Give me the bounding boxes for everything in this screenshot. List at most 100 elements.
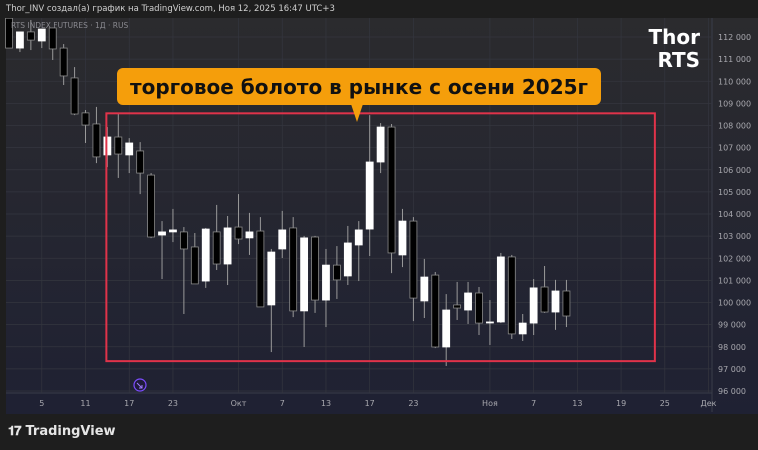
candle (354, 221, 363, 282)
price-axis[interactable]: 112 000 111 000 110 000 109 000 108 000 107 0… (718, 33, 751, 396)
candle-body (442, 309, 451, 348)
candle-body (562, 290, 571, 317)
price-tick-label: 98 000 (718, 343, 746, 352)
highlight-box[interactable] (105, 112, 656, 363)
candle-body (518, 322, 527, 335)
chart-header: Thor_INV создал(а) график на TradingView… (0, 0, 758, 18)
candle-body (464, 292, 472, 311)
candle-body (475, 292, 483, 324)
time-axis[interactable] (6, 393, 712, 412)
candle (486, 300, 494, 345)
candlestick-chart[interactable]: 112 000 111 000 110 000 109 000 108 000 107 0… (0, 18, 758, 414)
candle-body (245, 231, 254, 239)
candle-body (26, 31, 35, 41)
candle (169, 208, 177, 243)
time-tick-label: Окт (231, 399, 247, 408)
candle-body (256, 230, 265, 308)
candle (201, 227, 210, 288)
candle-body (201, 228, 210, 282)
candle (37, 28, 46, 49)
candle (464, 281, 472, 324)
candle (26, 19, 35, 51)
candle-body (354, 229, 363, 246)
candle-body (496, 256, 505, 323)
candle-body (343, 242, 352, 277)
candle-body (212, 231, 221, 265)
candle (48, 27, 57, 61)
time-tick-label: 17 (365, 399, 375, 408)
candle (431, 271, 440, 349)
candle (300, 235, 309, 347)
candle-body (169, 229, 177, 233)
candle-body (409, 220, 418, 299)
annotation-callout[interactable]: торговое болото в рынке с осени 2025г (117, 68, 601, 122)
candle (398, 208, 407, 268)
price-tick-label: 111 000 (718, 55, 751, 64)
candle (420, 258, 429, 318)
candle (289, 217, 298, 318)
candle (311, 235, 319, 313)
candle-body (398, 220, 407, 256)
candle-body (311, 236, 319, 301)
time-tick-label: Дек (701, 399, 717, 408)
candle-body (267, 251, 276, 306)
candle (223, 215, 232, 286)
candle (376, 123, 385, 174)
grid (6, 18, 712, 393)
candle-body (540, 286, 549, 313)
candle (136, 142, 145, 195)
price-tick-label: 104 000 (718, 210, 751, 219)
price-tick-label: 105 000 (718, 188, 751, 197)
candle (442, 294, 451, 366)
time-tick-label: 23 (168, 399, 178, 408)
candle-body (147, 174, 155, 238)
price-tick-label: 107 000 (718, 144, 751, 153)
candle-body (179, 231, 188, 250)
candle-body (59, 47, 68, 77)
candle-body (234, 226, 243, 240)
time-tick-label: 7 (280, 399, 285, 408)
candle (81, 110, 90, 143)
candle-body (136, 150, 145, 174)
candle-body (125, 142, 134, 156)
candle (70, 67, 79, 116)
candle-body (486, 321, 494, 324)
candle-body (300, 237, 309, 312)
arrow-circle-icon[interactable] (133, 378, 147, 392)
price-tick-label: 103 000 (718, 232, 751, 241)
candle-body (190, 246, 199, 285)
tradingview-logo-icon: 𝟏𝟕 (8, 424, 22, 439)
time-tick-label: 25 (660, 399, 670, 408)
price-tick-label: 110 000 (718, 77, 751, 86)
tradingview-footer[interactable]: 𝟏𝟕 TradingView (8, 424, 116, 439)
candle (267, 248, 276, 353)
candle (114, 113, 123, 178)
candle (332, 246, 341, 299)
price-tick-label: 108 000 (718, 122, 751, 131)
candle-body (48, 27, 57, 50)
price-tick-label: 99 000 (718, 321, 746, 330)
time-tick-label: 13 (572, 399, 582, 408)
time-tick-label: 19 (616, 399, 626, 408)
time-tick-label: 23 (408, 399, 418, 408)
watermark-line1: Thor (649, 25, 701, 49)
candle (529, 279, 538, 336)
candle-body (81, 112, 90, 126)
candle-body (322, 264, 330, 301)
brand-name: TradingView (25, 424, 116, 439)
callout-pointer (351, 104, 363, 122)
candle-body (431, 274, 440, 348)
candle (92, 106, 101, 164)
candle (125, 138, 134, 174)
candle (245, 212, 254, 255)
price-tick-label: 109 000 (718, 99, 751, 108)
candle (518, 314, 527, 341)
candle (256, 217, 265, 308)
price-tick-label: 106 000 (718, 166, 751, 175)
candle-body (376, 126, 385, 163)
candle-body (5, 18, 13, 49)
time-tick-label: Ноя (482, 399, 498, 408)
candle (343, 225, 352, 286)
candle (322, 248, 330, 328)
price-tick-label: 97 000 (718, 365, 746, 374)
